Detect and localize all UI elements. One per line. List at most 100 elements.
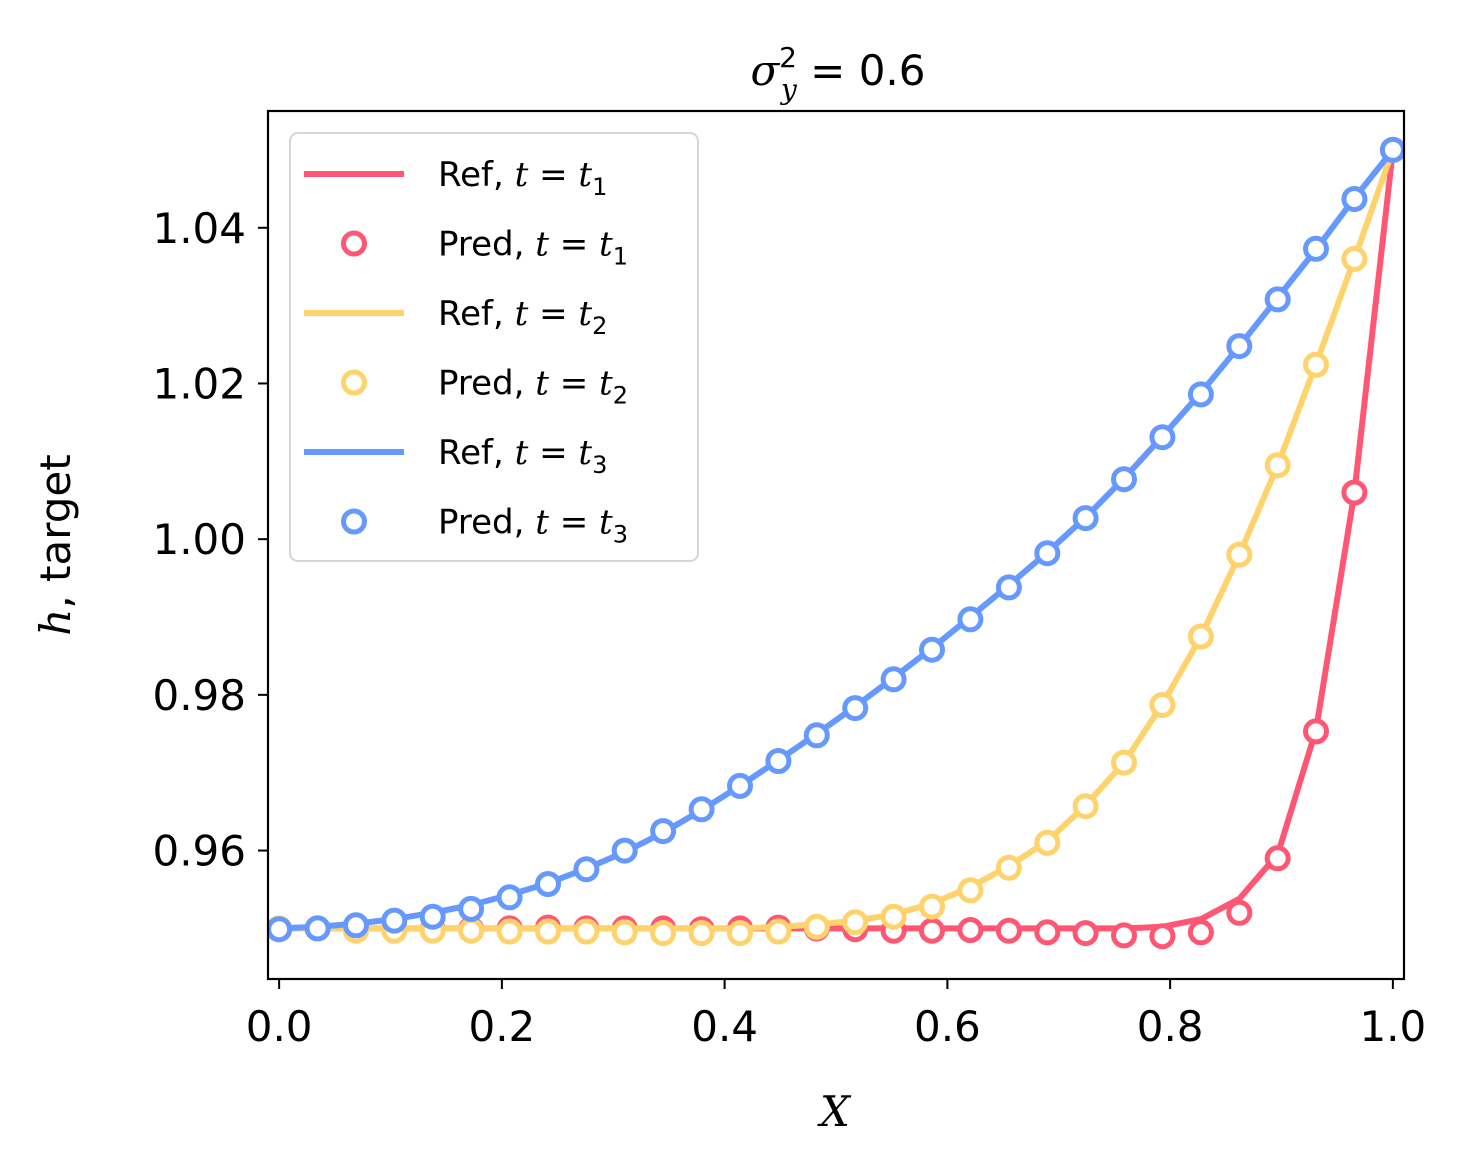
series-6-point [1149,424,1176,451]
series-6-point [688,796,715,823]
x-tick-label: 0.0 [246,1002,313,1051]
y-tick-label: 0.98 [152,671,246,720]
series-6-point [957,606,984,633]
title-subscript: y [779,73,798,106]
legend-entry: Ref, t = t2 [304,294,607,340]
series-4-point [1341,245,1368,272]
series-6-point [727,772,753,799]
legend-entry: Ref, t = t1 [304,155,607,201]
series-2-point [1187,919,1214,946]
series-6-point [995,574,1022,601]
series-4-markers [268,136,1404,947]
series-6-point [611,837,638,864]
title-rest: = 0.6 [797,46,926,95]
series-4-point [611,919,638,946]
series-layer [268,136,1404,950]
series-4-point [1264,452,1291,479]
series-6-point [419,903,446,930]
series-4-point [573,918,600,945]
series-6-point [381,907,408,934]
series-4-point [1111,749,1137,776]
y-axis-label-rest: , target [31,454,80,608]
series-2-point [1034,919,1061,946]
y-axis-label-h: h [31,609,80,636]
legend: Ref, t = t1 Pred, t = t1 Ref, t = t2 Pred, … [289,132,699,562]
series-4-point [458,917,485,944]
x-axis-label: X [817,1087,852,1136]
series-4-point [1034,829,1061,856]
series-4-point [1072,793,1099,820]
legend-entry: Pred, t = t2 [341,364,628,410]
series-6-point [1187,381,1214,408]
series-2-point [1264,845,1291,872]
legend-label: Pred, t = t3 [438,503,628,549]
series-2-point [957,917,984,943]
legend-label: Ref, t = t1 [438,155,607,201]
series-6-point [765,748,792,774]
legend-label: Ref, t = t3 [438,433,607,479]
series-6-point [880,666,907,693]
legend-entry: Pred, t = t1 [341,225,628,271]
series-6-point [1341,186,1368,212]
series-6-point [268,916,293,943]
legend-marker-swatch [341,230,367,257]
series-6-point [535,871,561,897]
series-6-markers [268,136,1404,943]
series-4-point [727,920,753,947]
series-6-point [304,915,331,942]
chart-title: σ2 y = 0.6 [750,41,925,106]
series-4-point [765,918,792,945]
x-tick-label: 0.6 [914,1002,981,1051]
series-4-point [688,920,715,947]
series-4-point [995,854,1022,881]
series-6-point [1072,505,1099,532]
legend-entry: Ref, t = t3 [304,433,607,479]
title-sigma: σ [750,46,780,95]
series-4-point [842,909,869,936]
series-2-point [1303,718,1329,745]
y-tick-label: 1.02 [152,359,246,408]
y-tick-label: 0.96 [152,827,246,876]
x-tick-label: 0.2 [468,1002,535,1051]
series-4-point [1187,623,1214,650]
legend-marker-swatch [341,369,367,396]
series-2-point [919,917,945,944]
legend-label: Pred, t = t2 [438,364,628,410]
y-tick-label: 1.00 [152,515,246,564]
series-2-point [1341,479,1368,506]
series-6-point [1303,235,1329,262]
legend-entry: Pred, t = t3 [341,503,628,549]
series-6-point [343,912,369,939]
plot-frame [266,109,1406,981]
series-6-point [573,856,600,883]
y-tick-label: 1.04 [152,204,246,253]
y-axis-label: h, target [31,454,80,635]
series-4-point [650,920,677,947]
series-2-point [1072,920,1099,947]
series-2-point [995,917,1022,944]
series-6-point [842,695,869,722]
title-superscript: 2 [779,41,797,74]
series-4-point [919,893,945,920]
legend-box [289,132,699,562]
series-4-point [957,877,984,904]
ticks-layer: 0.0 0.2 0.4 0.6 0.8 1.0 0.96 0.98 1.00 1.02 1.04 [152,204,1426,1051]
series-6-point [650,818,677,845]
series-6-point [1226,333,1253,360]
x-tick-label: 1.0 [1359,1002,1426,1051]
legend-marker-swatch [341,508,367,535]
series-4-point [1149,692,1176,718]
series-6-point [496,884,523,911]
x-tick-label: 0.4 [691,1002,758,1051]
series-2-point [1226,899,1253,926]
series-4-point [1226,541,1253,568]
series-6-point [1111,466,1137,493]
series-6-point [458,895,485,922]
series-4-point [880,903,907,930]
series-6-point [1264,286,1291,313]
legend-label: Pred, t = t1 [438,225,628,271]
series-6-point [1034,540,1061,567]
legend-label: Ref, t = t2 [438,294,607,340]
